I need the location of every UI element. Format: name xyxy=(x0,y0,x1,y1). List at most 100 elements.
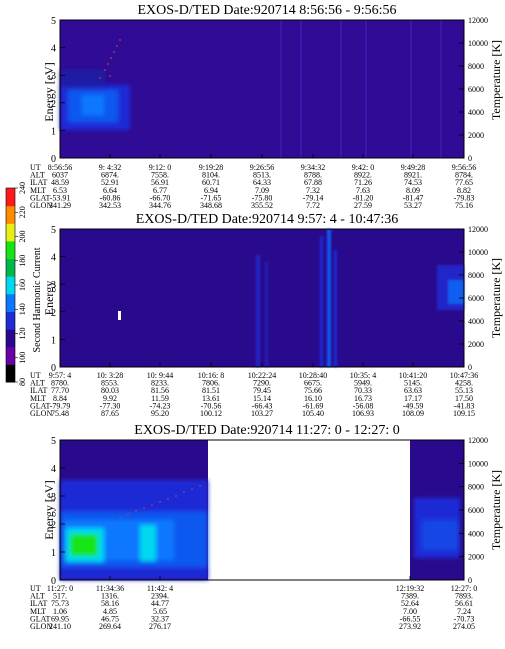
table-cell: 55.13 xyxy=(455,386,473,395)
colorbar-tick-label: 160 xyxy=(18,279,27,291)
panel-3-y-axis: 0 1 2 3 4 5 xyxy=(51,436,65,587)
table-cell: 4.85 xyxy=(103,607,117,616)
right-tick-label: 2000 xyxy=(468,340,484,349)
y-tick-label: 0 xyxy=(51,154,56,165)
table-cell: 10:35: 4 xyxy=(350,371,376,380)
table-cell: 269.64 xyxy=(99,622,121,631)
right-tick-label: 0 xyxy=(468,154,472,163)
panel-1-dots xyxy=(99,39,121,79)
table-cell: -66.70 xyxy=(150,193,171,202)
table-cell: 1316. xyxy=(101,592,119,601)
table-cell: 16.73 xyxy=(354,394,372,403)
table-cell: -75.80 xyxy=(252,193,273,202)
colorbar-segment xyxy=(6,311,15,330)
table-cell: 56.61 xyxy=(455,599,473,608)
y-tick-label: 3 xyxy=(51,492,56,503)
table-cell: 8233. xyxy=(151,379,169,388)
table-cell: 8.09 xyxy=(406,186,420,195)
table-row-label: GLON xyxy=(30,201,52,210)
table-cell: 6.53 xyxy=(53,186,67,195)
table-cell: -49.59 xyxy=(403,401,424,410)
table-row-label: ILAT xyxy=(30,386,47,395)
y-tick-label: 5 xyxy=(51,225,56,236)
table-cell: 12:27: 0 xyxy=(451,584,477,593)
table-cell: 8788. xyxy=(304,171,322,180)
colorbar-segment xyxy=(6,205,15,224)
right-tick-label: 4000 xyxy=(468,317,484,326)
panel-3-ylabel-right: Temperature [K] xyxy=(489,470,503,550)
table-cell: 5.65 xyxy=(153,607,167,616)
colorbar-label: Second Harmonic Current xyxy=(32,247,43,352)
table-cell: -53.91 xyxy=(50,193,71,202)
table-cell: 1.06 xyxy=(53,607,67,616)
table-row-label: ALT xyxy=(30,171,45,180)
table-cell: 7.24 xyxy=(457,607,471,616)
colorbar: 80 100 120 140 160 180 200 220 240 Second Harmon… xyxy=(5,182,43,386)
table-cell: 67.88 xyxy=(304,178,322,187)
table-cell: 8780. xyxy=(51,379,69,388)
table-row-label: GLON xyxy=(30,409,52,418)
table-cell: 8.84 xyxy=(53,394,67,403)
table-cell: 10:41:20 xyxy=(399,371,427,380)
panel-1-right-axis: 0 2000 4000 6000 8000 10000 12000 xyxy=(459,16,488,163)
table-cell: 53.27 xyxy=(404,201,422,210)
table-row-label: UT xyxy=(30,371,41,380)
table-cell: 44.77 xyxy=(151,599,169,608)
panel-3-plot: 0 1 2 3 4 5 0 2000 4000 6000 8000 10000 12000 xyxy=(51,436,488,587)
y-tick-label: 2 xyxy=(51,520,56,531)
table-cell: 95.20 xyxy=(151,409,169,418)
right-tick-label: 8000 xyxy=(468,62,484,71)
table-cell: 7.32 xyxy=(306,186,320,195)
y-tick-label: 5 xyxy=(51,436,56,447)
panel-2-right-axis: 0 2000 4000 6000 8000 10000 12000 xyxy=(459,225,488,372)
panel-1-intensity-blob xyxy=(60,70,130,130)
y-tick-label: 5 xyxy=(51,16,56,27)
table-cell: 9:57: 4 xyxy=(49,371,71,380)
table-cell: 11:34:36 xyxy=(96,584,124,593)
table-cell: -61.69 xyxy=(303,401,324,410)
table-row-label: UT xyxy=(30,163,41,172)
panel-1-ylabel: Energy [eV] xyxy=(42,62,56,121)
table-cell: -81.47 xyxy=(403,193,424,202)
right-tick-label: 12000 xyxy=(468,225,488,234)
table-cell: 9:34:32 xyxy=(301,163,325,172)
table-cell: 69.95 xyxy=(51,614,69,623)
table-cell: 7389. xyxy=(401,592,419,601)
table-cell: 10:16: 8 xyxy=(198,371,224,380)
y-tick-label: 2 xyxy=(51,99,56,110)
panel-2-ylabel: Energy xyxy=(42,281,56,315)
panel-3-dots xyxy=(119,485,201,518)
table-cell: 58.16 xyxy=(101,599,119,608)
panel-2-x-axis xyxy=(59,363,465,367)
colorbar-segment xyxy=(6,240,15,260)
table-cell: 6.64 xyxy=(103,186,117,195)
table-cell: 8513. xyxy=(253,171,271,180)
table-cell: 8921. xyxy=(404,171,422,180)
table-row-label: ILAT xyxy=(30,599,47,608)
right-tick-label: 0 xyxy=(468,363,472,372)
panel-3-title: EXOS-D/TED Date:920714 11:27: 0 - 12:27:… xyxy=(134,423,399,438)
panel-2-background xyxy=(60,229,464,367)
colorbar-segment xyxy=(6,293,15,312)
panel-2-plot: 0 1 2 3 4 5 0 2000 4000 6000 8000 10000 12000 xyxy=(51,225,488,374)
y-tick-label: 3 xyxy=(51,71,56,82)
colorbar-tick-label: 180 xyxy=(18,255,27,267)
colorbar-segment xyxy=(6,346,15,365)
table-cell: -71.65 xyxy=(201,193,222,202)
table-cell: 79.45 xyxy=(253,386,271,395)
table-cell: 11.59 xyxy=(151,394,169,403)
table-row-label: UT xyxy=(30,584,41,593)
panel-1-title: EXOS-D/TED Date:920714 8:56:56 - 9:56:56 xyxy=(138,3,397,18)
colorbar-tick-label: 140 xyxy=(18,303,27,315)
table-cell: 5145. xyxy=(404,379,422,388)
colorbar-tick-label: 220 xyxy=(18,206,27,218)
table-cell: 5949. xyxy=(354,379,372,388)
table-cell: -79.79 xyxy=(50,401,71,410)
table-row-label: ALT xyxy=(30,592,45,601)
right-tick-label: 12000 xyxy=(468,16,488,25)
table-cell: 75.73 xyxy=(51,599,69,608)
panel-2-title: EXOS-D/TED Date:920714 9:57: 4 - 10:47:3… xyxy=(136,212,398,227)
table-cell: 11:27: 0 xyxy=(47,584,73,593)
